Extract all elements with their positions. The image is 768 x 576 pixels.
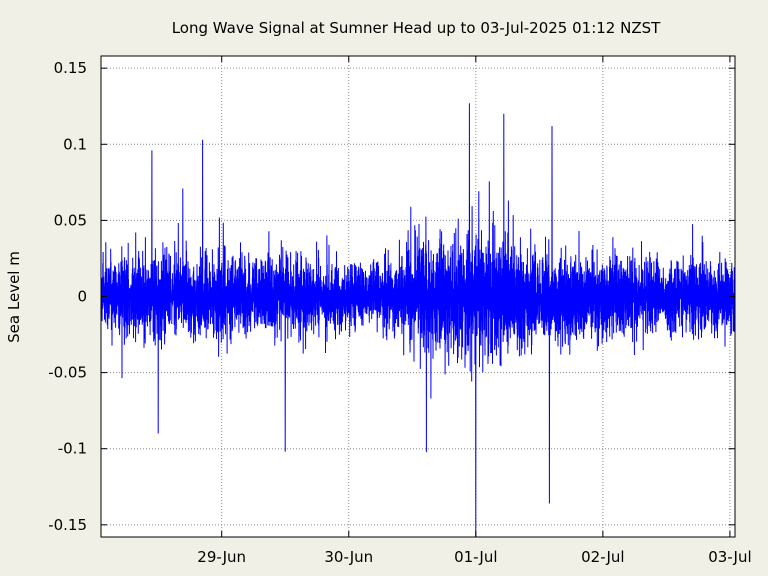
axis-ticks: [101, 56, 735, 537]
x-tick-label: 02-Jul: [581, 548, 624, 566]
series-sea-level: [100, 103, 736, 538]
x-tick-label: 29-Jun: [197, 548, 246, 566]
y-tick-label: 0.15: [54, 59, 87, 77]
y-tick-label: 0.1: [63, 135, 87, 153]
y-tick-label: -0.05: [48, 364, 87, 382]
series-line: [100, 103, 736, 538]
y-tick-label: 0.05: [54, 211, 87, 229]
x-tick-label: 01-Jul: [454, 548, 497, 566]
x-tick-label: 30-Jun: [324, 548, 373, 566]
y-tick-label: -0.15: [48, 516, 87, 534]
y-tick-label: 0: [77, 288, 87, 306]
x-tick-label: 03-Jul: [708, 548, 751, 566]
y-axis: 0.15 0.1 0.05 0 -0.05 -0.1 -0.15: [48, 59, 87, 534]
x-axis: 29-Jun 30-Jun 01-Jul 02-Jul 03-Jul: [197, 548, 751, 566]
chart-title: Long Wave Signal at Sumner Head up to 03…: [172, 19, 661, 37]
y-axis-label: Sea Level m: [5, 251, 23, 343]
y-tick-label: -0.1: [58, 440, 87, 458]
